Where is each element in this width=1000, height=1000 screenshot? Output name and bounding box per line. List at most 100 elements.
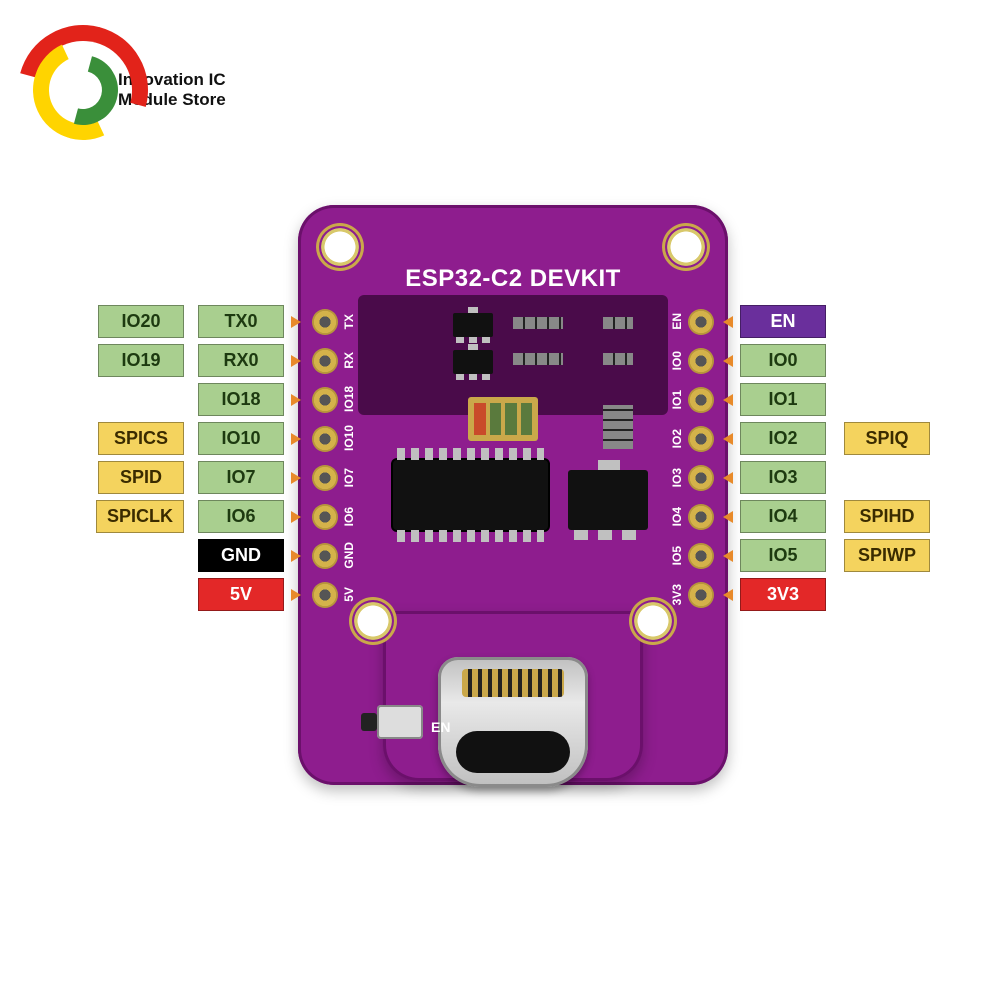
solder-pad-icon (312, 309, 338, 335)
pinout-label: IO3 (740, 461, 826, 494)
mount-hole-icon (662, 223, 710, 271)
smd-icon (603, 405, 633, 449)
pinout-label: SPIWP (844, 539, 930, 572)
pin-pad: 5V (312, 578, 356, 611)
mount-hole-icon (349, 597, 397, 645)
pinout-label: IO6 (198, 500, 284, 533)
silkscreen-label: IO1 (670, 390, 684, 409)
pinout-labels-left-inner: TX0 RX0 IO18 IO10 IO7 IO6 GND 5V (198, 305, 284, 611)
solder-pad-icon (312, 426, 338, 452)
pin-pad: 3V3 (670, 578, 714, 611)
pinout-label: IO0 (740, 344, 826, 377)
silkscreen-label: IO2 (670, 429, 684, 448)
pin-pad: IO7 (312, 461, 356, 494)
silkscreen-label: 5V (342, 587, 356, 602)
pin-pad: TX (312, 305, 356, 338)
solder-pad-icon (688, 309, 714, 335)
pin-pad: IO0 (670, 344, 714, 377)
pinout-label: SPICS (98, 422, 184, 455)
silkscreen-label: TX (342, 314, 356, 329)
board-title: ESP32-C2 DEVKIT (298, 265, 728, 293)
en-button-icon (377, 705, 423, 739)
solder-pad-icon (688, 582, 714, 608)
pinout-label: 3V3 (740, 578, 826, 611)
silkscreen-label: GND (342, 542, 356, 569)
devkit-board: ESP32-C2 DEVKIT TXRXIO18IO10IO7IO6GND5V … (298, 205, 728, 785)
pinout-label: GND (198, 539, 284, 572)
pinout-label: RX0 (198, 344, 284, 377)
pinout-label: IO1 (740, 383, 826, 416)
pinout-label: IO7 (198, 461, 284, 494)
pin-pad: IO5 (670, 539, 714, 572)
silkscreen-label: IO18 (342, 386, 356, 412)
solder-pad-icon (312, 387, 338, 413)
pin-pad: IO2 (670, 422, 714, 455)
en-button-label: EN (431, 719, 450, 735)
smd-icon (603, 353, 633, 365)
board-top: ESP32-C2 DEVKIT TXRXIO18IO10IO7IO6GND5V … (298, 205, 728, 615)
solder-pad-icon (312, 504, 338, 530)
smd-icon (603, 317, 633, 329)
pinout-labels-right-inner: ENIO0IO1IO2IO3IO4IO53V3 (740, 305, 826, 611)
pinout-label: IO19 (98, 344, 184, 377)
solder-pad-icon (688, 504, 714, 530)
smd-icon (513, 317, 563, 329)
pin-pad: EN (670, 305, 714, 338)
silkscreen-label: IO10 (342, 425, 356, 451)
silkscreen-label: IO0 (670, 351, 684, 370)
pinout-label: SPID (98, 461, 184, 494)
pinout-label: SPICLK (96, 500, 184, 533)
pin-pad: RX (312, 344, 356, 377)
pinout-label: IO2 (740, 422, 826, 455)
silkscreen-label: IO5 (670, 546, 684, 565)
mount-hole-icon (316, 223, 364, 271)
pin-pad: IO3 (670, 461, 714, 494)
solder-pad-icon (312, 543, 338, 569)
pinout-label: 5V (198, 578, 284, 611)
pin-header-right: EN IO0 IO1 IO2 IO3 IO4 IO5 3V3 (670, 305, 714, 611)
pin-pad: IO1 (670, 383, 714, 416)
pinout-labels-left-outer: IO20 IO19 SPICS SPID SPICLK (96, 305, 184, 611)
pinout-label: TX0 (198, 305, 284, 338)
brand-logo: Innovation IC Module Store (18, 25, 228, 155)
usb-c-port-icon (438, 657, 588, 787)
pin-pad: IO6 (312, 500, 356, 533)
transistor-icon (453, 350, 493, 374)
pinout-label: IO20 (98, 305, 184, 338)
pinout-label: IO5 (740, 539, 826, 572)
silkscreen-label: IO7 (342, 468, 356, 487)
solder-pad-icon (688, 348, 714, 374)
solder-pad-icon (688, 387, 714, 413)
solder-pad-icon (312, 465, 338, 491)
silkscreen-label: IO4 (670, 507, 684, 526)
mount-hole-icon (629, 597, 677, 645)
pinout-label: IO4 (740, 500, 826, 533)
pin-pad: IO10 (312, 422, 356, 455)
solder-pad-icon (688, 543, 714, 569)
silkscreen-label: IO6 (342, 507, 356, 526)
silkscreen-label: IO3 (670, 468, 684, 487)
logo-swirl-icon (18, 25, 148, 155)
pinout-label: SPIHD (844, 500, 930, 533)
silkscreen-label: EN (670, 313, 684, 330)
usb-uart-ic-icon (393, 460, 548, 530)
transistor-icon (453, 313, 493, 337)
silkscreen-label: RX (342, 352, 356, 369)
pin-pad: IO4 (670, 500, 714, 533)
regulator-ic-icon (568, 470, 648, 530)
pin-pad: GND (312, 539, 356, 572)
pin-pad: IO18 (312, 383, 356, 416)
pinout-label: SPIQ (844, 422, 930, 455)
solder-pad-icon (688, 465, 714, 491)
solder-pad-icon (312, 348, 338, 374)
silkscreen-label: 3V3 (670, 584, 684, 605)
pinout-label: IO10 (198, 422, 284, 455)
smd-icon (513, 353, 563, 365)
chip-die-icon (468, 397, 538, 441)
board-bottom: EN (383, 611, 643, 781)
pinout-labels-right-outer: SPIQ SPIHD SPIWP (844, 305, 930, 611)
solder-pad-icon (688, 426, 714, 452)
solder-pad-icon (312, 582, 338, 608)
pin-header-left: TX RX IO18 IO10 IO7 IO6 GND 5V (312, 305, 356, 611)
pinout-label: IO18 (198, 383, 284, 416)
